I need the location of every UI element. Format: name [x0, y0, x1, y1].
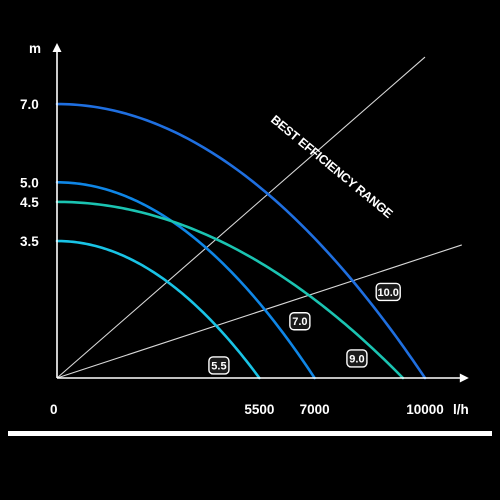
curve-label-box [289, 312, 311, 331]
axes [52, 43, 469, 383]
efficiency-boundary-line-2 [56, 244, 462, 379]
pump-curve-5-5 [55, 239, 261, 380]
y-axis-arrow [52, 43, 62, 53]
tick-labels: 7.0 5.0 4.5 3.5 0 5500 7000 10000 m l/h [20, 41, 469, 417]
y-axis-unit: m [29, 41, 41, 56]
curve-label-10-0: 10.0 [375, 282, 401, 302]
curve-label-7-0: 7.0 [289, 312, 311, 331]
pump-curves [55, 102, 427, 380]
curve-label-text: 7.0 [292, 316, 307, 328]
curve-label-9-0: 9.0 [346, 349, 368, 368]
pump-curve-9-0 [55, 200, 405, 380]
curve-label-text: 5.5 [211, 360, 226, 372]
curve-label-text: 10.0 [377, 287, 398, 299]
curve-label-box [375, 282, 401, 302]
best-efficiency-range-label: BEST EFFICIENCY RANGE [268, 113, 395, 221]
x-tick-label: 7000 [300, 402, 330, 417]
curve-label-box [208, 356, 230, 375]
bottom-divider-bar [8, 431, 492, 436]
x-axis-arrow [459, 373, 469, 383]
x-axis-unit: l/h [453, 402, 469, 417]
x-tick-label: 5500 [244, 402, 274, 417]
curve-label-text: 9.0 [349, 353, 364, 365]
curve-labels: 5.5 7.0 9.0 10.0 [208, 282, 401, 375]
efficiency-range-lines [56, 56, 462, 379]
y-tick-label: 3.5 [20, 234, 39, 249]
x-tick-label: 10000 [406, 402, 444, 417]
y-tick-label: 4.5 [20, 195, 39, 210]
y-tick-label: 7.0 [20, 97, 39, 112]
curve-label-5-5: 5.5 [208, 356, 230, 375]
x-tick-label: 0 [50, 402, 58, 417]
curve-label-box [346, 349, 368, 368]
pump-curve-10-0 [55, 102, 427, 380]
y-tick-label: 5.0 [20, 175, 39, 190]
efficiency-boundary-line-1 [56, 56, 426, 379]
pump-curve-7-0 [55, 181, 316, 380]
